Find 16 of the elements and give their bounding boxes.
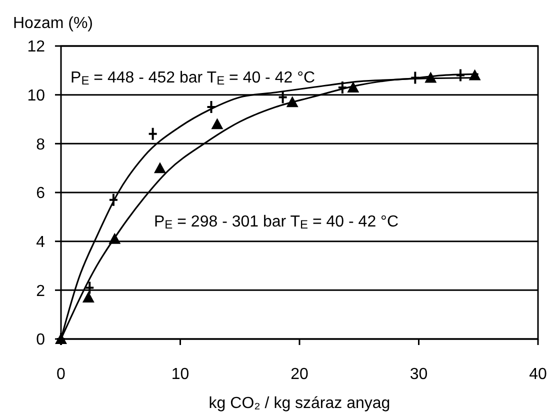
y-tick-label: 12: [27, 38, 46, 56]
y-tick-label: 8: [36, 136, 46, 154]
x-tick-label: 20: [290, 366, 308, 383]
annotation: P$_{E}$ = 448 - 452 bar T$_{E}$ = 40 - 42 °C: [70, 70, 316, 88]
x-axis-title: kg CO₂ / kg száraz anyag: [208, 395, 390, 412]
y-axis-title: Hozam (%): [13, 15, 94, 32]
annotation: P$_{E}$ = 298 - 301 bar T$_{E}$ = 40 - 42 °C: [154, 214, 399, 232]
x-tick-label: 10: [171, 366, 190, 383]
x-tick-label: 0: [56, 366, 66, 383]
y-tick-label: 6: [36, 185, 46, 202]
y-tick-label: 0: [36, 332, 46, 349]
x-tick-label: 40: [529, 366, 547, 383]
y-tick-label: 4: [36, 234, 46, 251]
y-tick-label: 10: [27, 87, 46, 104]
x-tick-label: 30: [410, 366, 428, 383]
y-tick-label: 2: [36, 282, 46, 300]
